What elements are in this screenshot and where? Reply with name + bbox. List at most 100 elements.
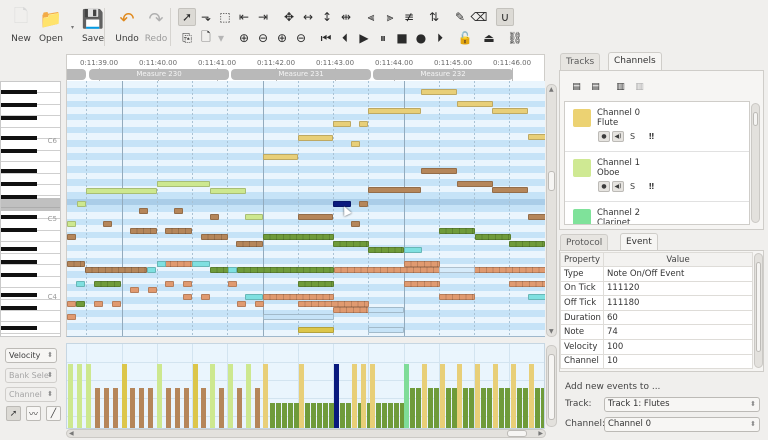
- velocity-bar[interactable]: [130, 388, 135, 428]
- velocity-bar[interactable]: [394, 403, 399, 428]
- velocity-bar[interactable]: [166, 388, 171, 428]
- midi-note[interactable]: [263, 314, 334, 320]
- velocity-bar[interactable]: [535, 388, 540, 428]
- black-key[interactable]: [1, 227, 37, 232]
- zoom-vertical-in-icon[interactable]: ⊕: [276, 31, 288, 45]
- midi-note[interactable]: [457, 101, 493, 107]
- velocity-bar[interactable]: [77, 364, 82, 428]
- midi-note[interactable]: [404, 261, 440, 267]
- black-key[interactable]: [1, 168, 37, 173]
- velocity-bar[interactable]: [367, 403, 372, 428]
- midi-note[interactable]: [139, 208, 148, 214]
- midi-note[interactable]: [157, 181, 210, 187]
- midi-note[interactable]: [333, 121, 351, 127]
- channel-item[interactable]: Channel 0 Flute ● ◀) S ‼: [565, 102, 749, 152]
- midi-note[interactable]: [147, 267, 156, 273]
- velocity-vertical-scrollbar[interactable]: [546, 345, 557, 427]
- channel-combo[interactable]: Channel ⬍: [5, 387, 57, 402]
- midi-note[interactable]: [130, 228, 157, 234]
- velocity-bar[interactable]: [487, 388, 492, 428]
- velocity-bar[interactable]: [148, 388, 153, 428]
- black-key[interactable]: [1, 260, 37, 265]
- controller-type-select[interactable]: Velocity ⬍: [5, 348, 57, 363]
- paste-dropdown-icon[interactable]: ▾: [217, 31, 225, 45]
- midi-note[interactable]: [439, 228, 475, 234]
- table-row[interactable]: Note 74: [560, 324, 753, 340]
- white-key[interactable]: [1, 208, 60, 220]
- scroll-left-arrow-icon[interactable]: ◀: [69, 430, 74, 437]
- piano-roll-grid[interactable]: [66, 81, 545, 337]
- channel-color-swatch[interactable]: [573, 159, 591, 177]
- velocity-bar[interactable]: [139, 388, 144, 428]
- velocity-bar[interactable]: [86, 364, 91, 428]
- velocity-bar[interactable]: [517, 388, 522, 428]
- black-key[interactable]: [1, 273, 37, 278]
- black-key[interactable]: [1, 247, 37, 252]
- velocity-bar[interactable]: [276, 403, 281, 428]
- velocity-bar[interactable]: [428, 388, 433, 428]
- move-vertical-icon[interactable]: ↕: [321, 10, 333, 24]
- velocity-bar[interactable]: [499, 388, 504, 428]
- midi-note[interactable]: [86, 188, 157, 194]
- midi-note[interactable]: [404, 247, 422, 253]
- tab-channels[interactable]: Channels: [608, 52, 662, 70]
- velocity-bar[interactable]: [541, 388, 544, 428]
- white-key[interactable]: [1, 231, 60, 243]
- tab-protocol[interactable]: Protocol: [560, 234, 609, 251]
- table-row[interactable]: Off Tick 111180: [560, 295, 753, 311]
- align-left-icon[interactable]: ⫷: [367, 9, 375, 24]
- scroll-thumb[interactable]: [756, 262, 761, 352]
- black-key[interactable]: [1, 325, 37, 330]
- white-key[interactable]: [1, 288, 60, 300]
- velocity-bar[interactable]: [210, 364, 215, 428]
- select-right-icon[interactable]: ⇥: [257, 10, 269, 24]
- measure-connect-icon[interactable]: ⛓: [507, 31, 523, 45]
- tab-event[interactable]: Event: [620, 233, 658, 251]
- midi-note[interactable]: [165, 228, 192, 234]
- velocity-bar[interactable]: [376, 403, 381, 428]
- align-right-icon[interactable]: ⫸: [386, 9, 394, 24]
- velocity-bar[interactable]: [299, 364, 304, 428]
- black-key[interactable]: [1, 181, 37, 186]
- property-value[interactable]: 10: [603, 353, 753, 370]
- midi-note[interactable]: [263, 234, 334, 240]
- midi-note[interactable]: [174, 208, 183, 214]
- black-key[interactable]: [1, 103, 37, 108]
- velocity-bar[interactable]: [68, 364, 73, 428]
- quantize-icon[interactable]: ⇅: [428, 10, 440, 24]
- table-row[interactable]: On Tick 111120: [560, 280, 753, 297]
- black-key[interactable]: [1, 149, 37, 153]
- midi-note[interactable]: [183, 294, 192, 300]
- table-row[interactable]: Type Note On/Off Event: [560, 266, 753, 282]
- new-button[interactable]: 🗋 New: [11, 6, 31, 44]
- velocity-bar[interactable]: [263, 364, 268, 428]
- scroll-thumb[interactable]: [753, 112, 758, 126]
- velocity-bar[interactable]: [523, 388, 528, 428]
- black-key[interactable]: [1, 214, 37, 219]
- redo-button[interactable]: ↷ Redo: [144, 8, 168, 45]
- midi-note[interactable]: [245, 214, 263, 220]
- midi-note[interactable]: [333, 307, 369, 313]
- midi-note[interactable]: [263, 154, 298, 160]
- metronome-icon[interactable]: ⏏: [483, 31, 495, 45]
- midi-note[interactable]: [351, 221, 360, 227]
- resize-icon[interactable]: ⇹: [340, 10, 352, 24]
- velocity-bar[interactable]: [317, 403, 322, 428]
- midi-note[interactable]: [263, 294, 334, 300]
- midi-note[interactable]: [457, 181, 493, 187]
- midi-note[interactable]: [298, 327, 334, 333]
- property-value[interactable]: 60: [603, 309, 753, 326]
- channel-solo-button[interactable]: S: [630, 132, 636, 141]
- channel-color-swatch[interactable]: [573, 109, 591, 127]
- channel-unmute-icon[interactable]: ▤: [591, 81, 600, 92]
- velocity-bar[interactable]: [370, 364, 375, 428]
- midi-note[interactable]: [130, 287, 139, 293]
- white-key[interactable]: [1, 105, 60, 117]
- velocity-bar[interactable]: [346, 403, 351, 428]
- velocity-editor[interactable]: [66, 343, 545, 429]
- midi-note[interactable]: [201, 234, 228, 240]
- channel-color-swatch[interactable]: [573, 209, 591, 224]
- black-key[interactable]: [1, 135, 37, 140]
- channel-solo-button[interactable]: S: [630, 182, 636, 191]
- channel-item[interactable]: Channel 1 Oboe ● ◀) S ‼: [565, 152, 749, 202]
